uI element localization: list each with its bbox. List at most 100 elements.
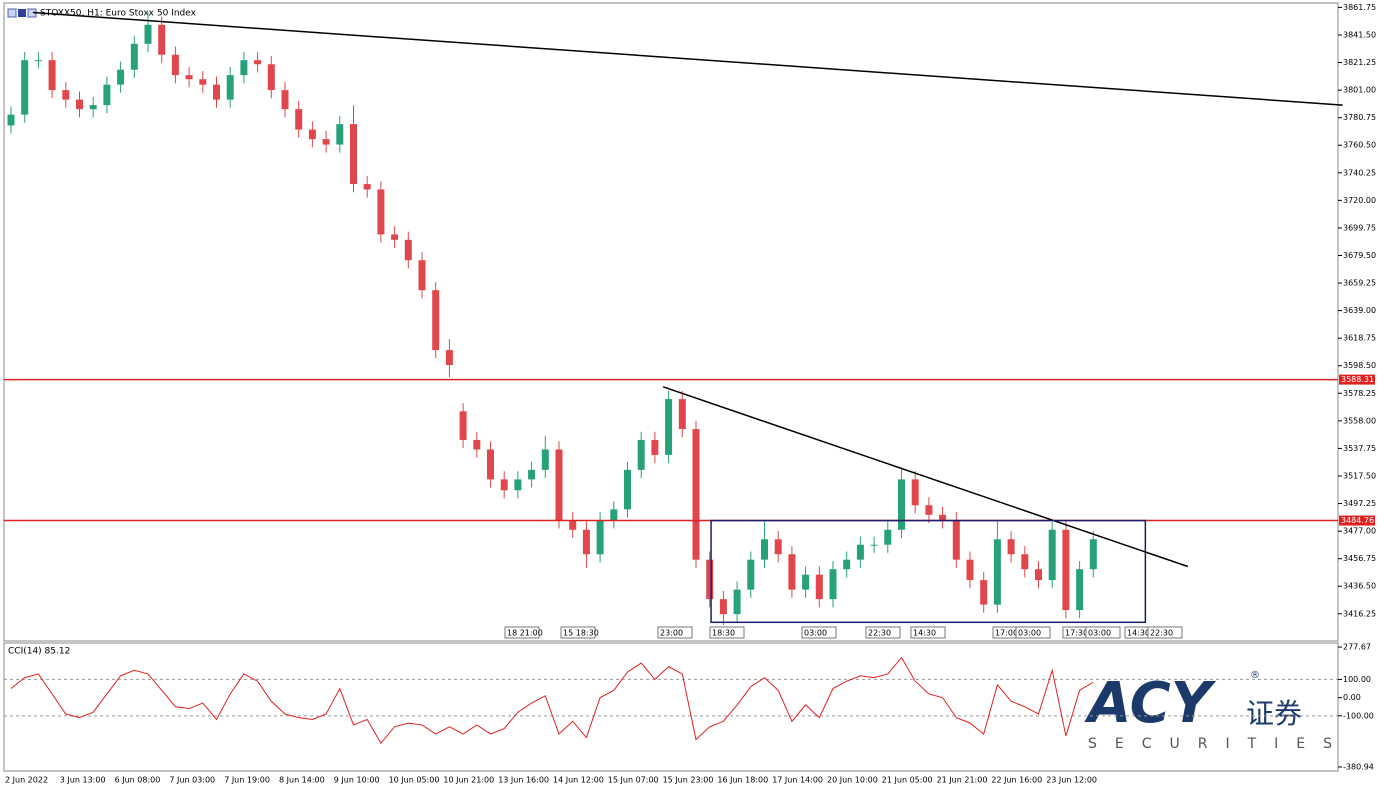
candle-body — [898, 479, 905, 530]
main-frame — [3, 2, 1339, 642]
candle-body — [7, 114, 15, 126]
candle-body — [500, 479, 508, 491]
candle-body — [336, 124, 344, 145]
time-marker-box — [657, 626, 693, 639]
cci-frame — [3, 642, 1339, 772]
y-tick-label: 3801.00 — [1343, 86, 1376, 95]
y-tick-label: 3618.75 — [1343, 334, 1376, 343]
chart-title: STOXX50, H1: Euro Stoxx 50 Index — [40, 9, 197, 19]
time-marker-box — [560, 626, 596, 639]
y-tick-label: 3659.25 — [1343, 279, 1376, 288]
candle-body — [1062, 529, 1070, 611]
range-box — [710, 519, 1147, 624]
x-tick-label: 2 Jun 2022 — [5, 776, 48, 785]
y-tick-label: 3477.00 — [1343, 527, 1376, 536]
candle-body — [692, 429, 700, 560]
y-tick-label: 3558.00 — [1343, 416, 1376, 425]
x-tick-label: 15 Jun 07:00 — [608, 776, 659, 785]
y-tick-label: 3517.50 — [1343, 471, 1376, 480]
candle-body — [103, 84, 111, 106]
candle-body — [295, 109, 303, 130]
y-tick-label: 3416.25 — [1343, 609, 1376, 618]
candle-body — [185, 75, 193, 80]
candle-body — [1089, 539, 1097, 570]
candle-body — [281, 90, 289, 110]
time-marker-box — [910, 626, 946, 639]
time-marker-box — [709, 626, 745, 639]
candle-body — [117, 69, 125, 85]
candle-body — [952, 520, 960, 560]
y-tick-label: 0.00 — [1343, 693, 1361, 702]
time-marker-box — [1015, 626, 1051, 639]
logo-mark: ® — [1250, 670, 1260, 681]
candle-body — [788, 554, 796, 590]
candle-body — [541, 449, 549, 470]
candle-body — [514, 479, 522, 491]
candle-body — [582, 529, 590, 555]
y-tick-label: 3598.50 — [1343, 361, 1376, 370]
candle-body — [939, 514, 947, 521]
candle-body — [130, 43, 138, 70]
x-tick-label: 3 Jun 13:00 — [60, 776, 106, 785]
y-tick-label: 3436.50 — [1343, 582, 1376, 591]
x-tick-label: 9 Jun 10:00 — [334, 776, 380, 785]
y-tick-label: 3780.75 — [1343, 113, 1376, 122]
candle-body — [637, 439, 645, 470]
candle-body — [418, 260, 426, 291]
y-tick-label: 3740.25 — [1343, 168, 1376, 177]
candle-body — [158, 24, 166, 55]
logo-tagline: SECURITIES — [1088, 736, 1350, 752]
x-tick-label: 15 Jun 23:00 — [663, 776, 714, 785]
price-label: 3588.31 — [1341, 375, 1374, 384]
candle-body — [624, 469, 631, 510]
time-marker: 22:30 — [868, 629, 891, 638]
candle-body — [226, 75, 234, 100]
candle-body — [487, 449, 494, 480]
y-tick-label: 3760.50 — [1343, 141, 1376, 150]
x-tick-label: 7 Jun 03:00 — [169, 776, 215, 785]
candle-body — [171, 54, 179, 76]
icon — [18, 9, 26, 17]
time-marker-box — [801, 626, 837, 639]
trendline — [662, 386, 1189, 568]
candle-body — [267, 64, 275, 91]
candle-body — [308, 129, 316, 140]
y-tick-label: 3821.25 — [1343, 58, 1376, 67]
y-tick-label: 3841.50 — [1343, 30, 1376, 39]
x-tick-label: 14 Jun 12:00 — [553, 776, 604, 785]
y-tick-label: 3639.00 — [1343, 306, 1376, 315]
time-marker-box — [1147, 626, 1183, 639]
time-marker: 03:00 — [804, 629, 827, 638]
time-marker: 18 21:00 — [507, 629, 543, 638]
x-tick-label: 6 Jun 08:00 — [115, 776, 161, 785]
candle-body — [1076, 569, 1084, 611]
x-tick-label: 10 Jun 05:00 — [389, 776, 440, 785]
candle-body — [445, 350, 453, 366]
cci-line — [10, 656, 1094, 745]
y-tick-label: -380.94 — [1343, 762, 1374, 771]
candle-body — [843, 559, 851, 570]
y-tick-label: 3497.25 — [1343, 499, 1376, 508]
candle-body — [706, 559, 714, 600]
y-tick-label: 3456.75 — [1343, 554, 1376, 563]
price-label: 3484.76 — [1341, 516, 1374, 525]
time-marker: 17:30 — [1065, 629, 1088, 638]
y-tick-label: 3699.75 — [1343, 223, 1376, 232]
candle-body — [240, 60, 248, 76]
candle-body — [350, 124, 357, 185]
candle-body — [980, 580, 988, 605]
candle-body — [528, 469, 536, 480]
candle-body — [719, 599, 727, 615]
candle-body — [555, 449, 563, 521]
candle-body — [76, 99, 83, 110]
y-tick-label: 277.67 — [1343, 643, 1371, 652]
y-tick-label: 3861.75 — [1343, 3, 1376, 12]
x-tick-label: 17 Jun 14:00 — [772, 776, 823, 785]
candle-body — [678, 399, 686, 430]
candle-body — [665, 399, 673, 455]
time-marker: 14:30 — [1127, 629, 1150, 638]
candle-body — [404, 239, 412, 261]
x-tick-label: 10 Jun 21:00 — [443, 776, 494, 785]
candle-body — [144, 24, 152, 44]
